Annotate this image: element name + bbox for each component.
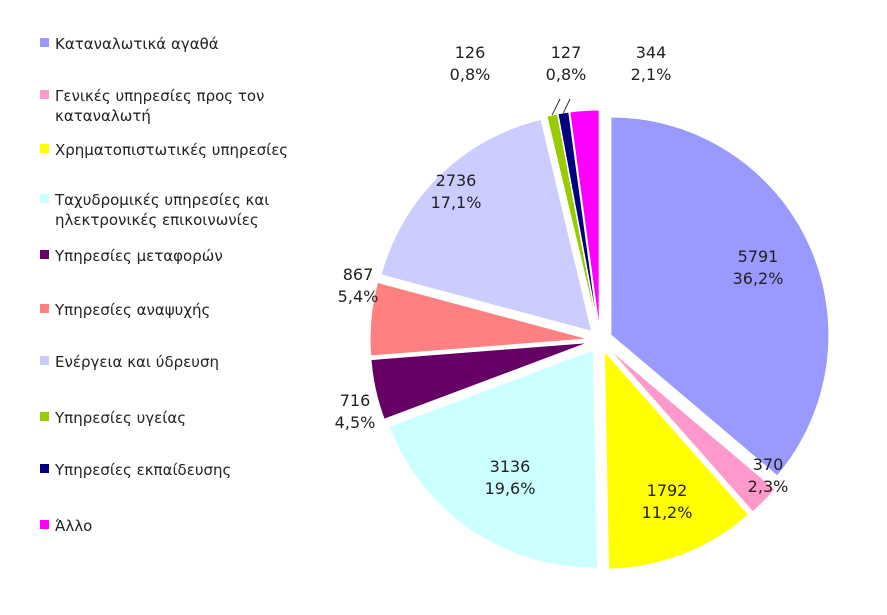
slice-value-label: 5791 (738, 247, 779, 266)
slice-value-label: 127 (551, 43, 582, 62)
pie-slice (388, 349, 599, 569)
legend-swatch (40, 356, 49, 365)
legend-swatch (40, 304, 49, 313)
legend-label: Ταχυδρομικές υπηρεσίες και ηλεκτρονικές … (55, 191, 270, 229)
slice-percent-label: 0,8% (546, 65, 587, 84)
pie-slice (369, 281, 589, 357)
legend-label: Υπηρεσίες εκπαίδευσης (55, 461, 232, 479)
legend-label: Ενέργεια και ύδρευση (55, 353, 219, 371)
pie-slice (370, 342, 589, 420)
slice-percent-label: 17,1% (431, 193, 482, 212)
pie-slice (603, 349, 750, 570)
slice-value-label: 370 (753, 455, 784, 474)
legend-swatch (40, 194, 49, 203)
pie-slice (380, 118, 593, 333)
slice-value-label: 1792 (647, 481, 688, 500)
slice-percent-label: 2,3% (748, 477, 789, 496)
pie-slice (569, 109, 600, 329)
legend-swatch (40, 412, 49, 421)
legend-swatch (40, 38, 49, 47)
legend-label: Γενικές υπηρεσίες προς τον καταναλωτή (55, 87, 265, 125)
legend-label: Άλλο (55, 517, 93, 535)
leader-line (562, 98, 571, 114)
pie-slice (608, 348, 776, 513)
slice-value-label: 3136 (490, 457, 531, 476)
legend-swatch (40, 464, 49, 473)
slice-percent-label: 2,1% (631, 65, 672, 84)
legend-swatch (40, 520, 49, 529)
slice-value-label: 344 (636, 43, 667, 62)
chart-legend: Καταναλωτικά αγαθά Γενικές υπηρεσίες προς… (0, 0, 330, 615)
legend-swatch (40, 90, 49, 99)
slice-value-label: 126 (455, 43, 486, 62)
legend-label: Χρηματοπιστωτικές υπηρεσίες (55, 141, 289, 159)
slice-percent-label: 4,5% (335, 413, 376, 432)
legend-label: Υπηρεσίες αναψυχής (55, 301, 211, 319)
slice-percent-label: 19,6% (485, 479, 536, 498)
leader-line (551, 98, 561, 116)
legend-label: Υπηρεσίες μεταφορών (55, 247, 223, 265)
slice-value-label: 716 (340, 391, 371, 410)
slice-value-label: 2736 (436, 171, 477, 190)
slice-percent-label: 5,4% (338, 287, 379, 306)
slice-percent-label: 36,2% (733, 269, 784, 288)
legend-label: Καταναλωτικά αγαθά (55, 35, 219, 53)
legend-label: Υπηρεσίες υγείας (55, 409, 187, 427)
legend-swatch (40, 144, 49, 153)
slice-value-label: 867 (343, 265, 374, 284)
pie-slice (610, 116, 830, 477)
slice-percent-label: 11,2% (642, 503, 693, 522)
slice-percent-label: 0,8% (450, 65, 491, 84)
legend-swatch (40, 250, 49, 259)
